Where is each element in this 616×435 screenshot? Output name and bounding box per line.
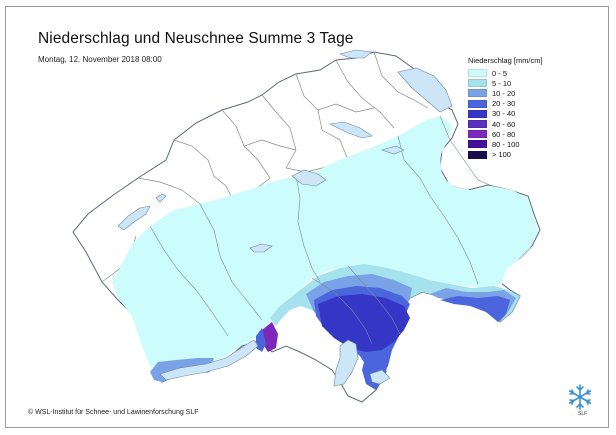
lake-walen (380, 145, 405, 155)
snowflake-icon (568, 384, 592, 410)
lake-neuchatel (117, 205, 151, 231)
logo-label: SLF (578, 411, 588, 417)
map-title: Niederschlag und Neuschnee Summe 3 Tage (38, 30, 354, 47)
legend-label: 60 - 80 (492, 129, 516, 139)
legend-swatch (468, 109, 487, 118)
legend-swatch (468, 150, 487, 159)
legend-row: 20 - 30 (468, 99, 578, 109)
legend-label: 0 - 5 (492, 68, 508, 78)
lakes (117, 49, 453, 387)
legend-row: 80 - 100 (468, 139, 578, 149)
legend-swatch (468, 99, 487, 108)
lake-geneva (159, 339, 259, 381)
legend-swatch (468, 79, 487, 88)
lake-rhine (339, 49, 373, 59)
lake-lucerne (291, 169, 327, 187)
legend-row: 60 - 80 (468, 129, 578, 139)
legend-row: 0 - 5 (468, 68, 578, 78)
legend-label: 20 - 30 (492, 99, 516, 109)
legend-row: 40 - 60 (468, 119, 578, 129)
legend-row: 10 - 20 (468, 88, 578, 98)
legend-label: 30 - 40 (492, 109, 516, 119)
precip-zone-20-30-east (440, 296, 510, 322)
lake-maggiore (333, 339, 359, 387)
precip-zone-30-40 (318, 294, 410, 352)
legend-label: 80 - 100 (492, 139, 520, 149)
lake-biel (155, 193, 167, 203)
lake-lugano (369, 369, 391, 385)
lake-constance (397, 67, 453, 113)
legend-label: 5 - 10 (492, 78, 512, 88)
legend-swatch (468, 120, 487, 129)
legend-swatch (468, 69, 487, 78)
legend-label: > 100 (492, 150, 511, 160)
legend-row: > 100 (468, 150, 578, 160)
precip-zone-0-5 (112, 116, 538, 372)
alpine-boundaries (149, 115, 493, 345)
copyright-text: © WSL-Institut für Schnee- und Lawinenfo… (28, 409, 199, 416)
legend-label: 10 - 20 (492, 88, 516, 98)
map-timestamp: Montag, 12. November 2018 08:00 (38, 55, 162, 64)
lake-zurich (329, 121, 373, 139)
legend-row: 5 - 10 (468, 78, 578, 88)
legend-swatch (468, 140, 487, 149)
legend-label: 40 - 60 (492, 119, 516, 129)
legend-row: 30 - 40 (468, 109, 578, 119)
precip-zone-40-60 (262, 322, 278, 352)
legend-swatch (468, 89, 487, 98)
precip-zone-20-30-west (256, 328, 266, 352)
lake-thun (249, 243, 273, 253)
legend-swatch (468, 130, 487, 139)
legend-title: Niederschlag [mm/cm] (468, 56, 543, 65)
